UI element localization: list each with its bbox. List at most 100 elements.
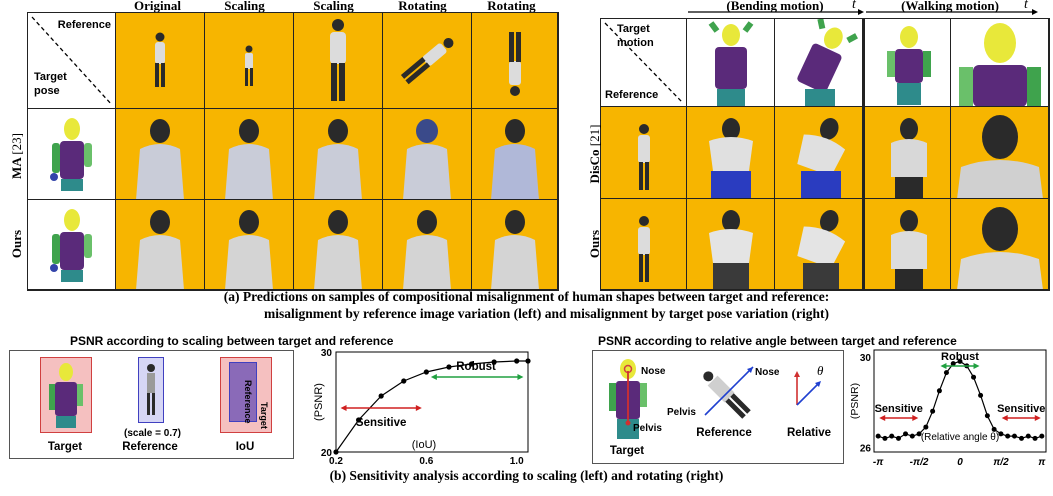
col-header-scaling-2: Scaling — [313, 0, 354, 13]
chart2-point-14 — [971, 374, 977, 380]
row-label-ma: MA [23] — [9, 133, 24, 179]
chart1-point-3 — [401, 378, 407, 384]
ours-pred-1 — [687, 199, 775, 290]
motion-walk-2 — [951, 19, 1049, 107]
chart2-line — [877, 360, 1043, 440]
chart2-point-9 — [936, 388, 942, 394]
chart2-xlabel: (Relative angle θ) — [921, 432, 999, 443]
grid-right: Target motion Reference — [600, 18, 1050, 291]
label-target-right: Target — [609, 445, 645, 457]
chart2-point-22 — [1025, 433, 1031, 439]
pred-ours-4 — [383, 200, 472, 290]
col-header-original: Original — [134, 0, 181, 13]
col-header-walking: (Walking motion) — [901, 0, 999, 13]
row-label-ours-right: Ours — [587, 229, 602, 259]
col-header-bending: (Bending motion) — [726, 0, 824, 13]
ours-pred-3 — [863, 199, 951, 290]
chart1-frame — [335, 351, 529, 453]
chart1-xtick-1: 0.6 — [419, 456, 433, 464]
corner-target-motion-1: Target — [617, 23, 650, 35]
chart1-point-8 — [514, 358, 520, 364]
label-reference-left: Reference — [122, 441, 178, 453]
disco-pred-1 — [687, 107, 775, 199]
disco-pred-3 — [863, 107, 951, 199]
corner-target: Target — [34, 71, 67, 83]
ref-scaling-large — [294, 13, 383, 109]
chart2-frame — [873, 349, 1047, 453]
chart1-sensitive-arrow-head-left — [340, 405, 347, 411]
chart2-point-20 — [1011, 433, 1017, 439]
chart2-point-8 — [930, 408, 936, 414]
pred-ours-2 — [205, 200, 294, 290]
iou-inner-reference — [229, 362, 257, 422]
iou-box: Reference Target — [220, 357, 272, 433]
angle-reference-figure — [703, 366, 754, 419]
ref-ours-right — [601, 199, 687, 290]
relative-angle-icon — [794, 371, 821, 406]
chart2-point-0 — [875, 433, 881, 439]
pred-ma-5 — [472, 109, 558, 200]
ref-rotating-flip — [472, 13, 558, 109]
ref-rotating-tilt — [383, 13, 472, 109]
panel-title-scaling: PSNR according to scaling between target… — [70, 334, 394, 348]
pred-ma-4 — [383, 109, 472, 200]
chart2-xtick-2: 0 — [957, 457, 963, 468]
ref-scaling-small — [205, 13, 294, 109]
label-nose-2: Nose — [755, 367, 780, 378]
ours-pred-4 — [951, 199, 1049, 290]
label-pelvis-1: Pelvis — [633, 423, 662, 434]
chart2-sensitive-left-arrow-head-right — [912, 415, 919, 421]
disco-pred-2 — [775, 107, 863, 199]
chart2-point-7 — [923, 424, 929, 430]
chart1-point-0 — [333, 449, 339, 455]
col-header-rotating-2: Rotating — [487, 0, 536, 13]
chart1-point-9 — [525, 358, 531, 364]
chart1-point-7 — [491, 359, 497, 365]
chart2-point-12 — [957, 358, 963, 364]
pose-ma — [28, 109, 116, 200]
corner-cell-right: Target motion Reference — [601, 19, 687, 107]
chart2-point-18 — [998, 431, 1004, 437]
chart2-ytick-0: 26 — [860, 443, 872, 454]
chart-psnr-iou: 0.2 0.6 1.0 20 30 (IoU) (PSNR) Sensitive Robust — [313, 348, 531, 464]
corner-pose: pose — [34, 85, 60, 97]
chart2-point-10 — [943, 370, 949, 376]
chart1-sensitive-label: Sensitive — [356, 417, 407, 429]
chart2-ylabel: (PSNR) — [849, 383, 861, 419]
label-reference-right: Reference — [696, 427, 752, 439]
scaling-illustration: (scale = 0.7) Reference Target Target Re… — [9, 350, 294, 459]
chart2-point-16 — [984, 413, 990, 419]
chart-psnr-angle: -π -π/2 0 π/2 π 26 30 (Relative angle θ) (PSNR) S… — [849, 349, 1047, 468]
chart2-robust-arrow-head-right — [973, 363, 980, 369]
chart1-ytick-0: 20 — [321, 448, 333, 459]
chart1-ytick-1: 30 — [321, 348, 333, 359]
chart2-point-19 — [1005, 433, 1011, 439]
time-symbol-2: t — [1024, 0, 1028, 12]
angle-target-figure — [609, 359, 647, 439]
label-relative: Relative — [786, 427, 832, 439]
chart2-point-6 — [916, 431, 922, 437]
target-box — [40, 357, 92, 433]
chart1-point-4 — [423, 369, 429, 375]
chart1-xtick-2: 1.0 — [510, 456, 524, 464]
ref-disco — [601, 107, 687, 199]
chart2-xtick-3: π/2 — [993, 457, 1009, 468]
chart2-point-15 — [978, 392, 984, 398]
chart2-xtick-0: -π — [873, 457, 884, 468]
chart2-sensitive-right-arrow-head-left — [1001, 415, 1008, 421]
chart1-robust-arrow-head-left — [430, 374, 437, 380]
chart2-sensitive-right-label: Sensitive — [997, 403, 1045, 415]
label-nose-1: Nose — [641, 366, 666, 377]
chart1-robust-arrow-head-right — [517, 374, 524, 380]
ours-pred-2 — [775, 199, 863, 290]
chart2-sensitive-left-arrow-head-left — [879, 415, 886, 421]
chart1-point-2 — [378, 393, 384, 399]
pred-ours-5 — [472, 200, 558, 290]
pred-ours-1 — [116, 200, 205, 290]
chart2-point-11 — [950, 361, 956, 367]
pred-ma-3 — [294, 109, 383, 200]
panel-title-angle: PSNR according to relative angle between… — [598, 334, 957, 348]
motion-bend-2 — [775, 19, 863, 107]
corner-cell: Reference Target pose — [28, 13, 116, 109]
chart2-point-2 — [889, 433, 895, 439]
